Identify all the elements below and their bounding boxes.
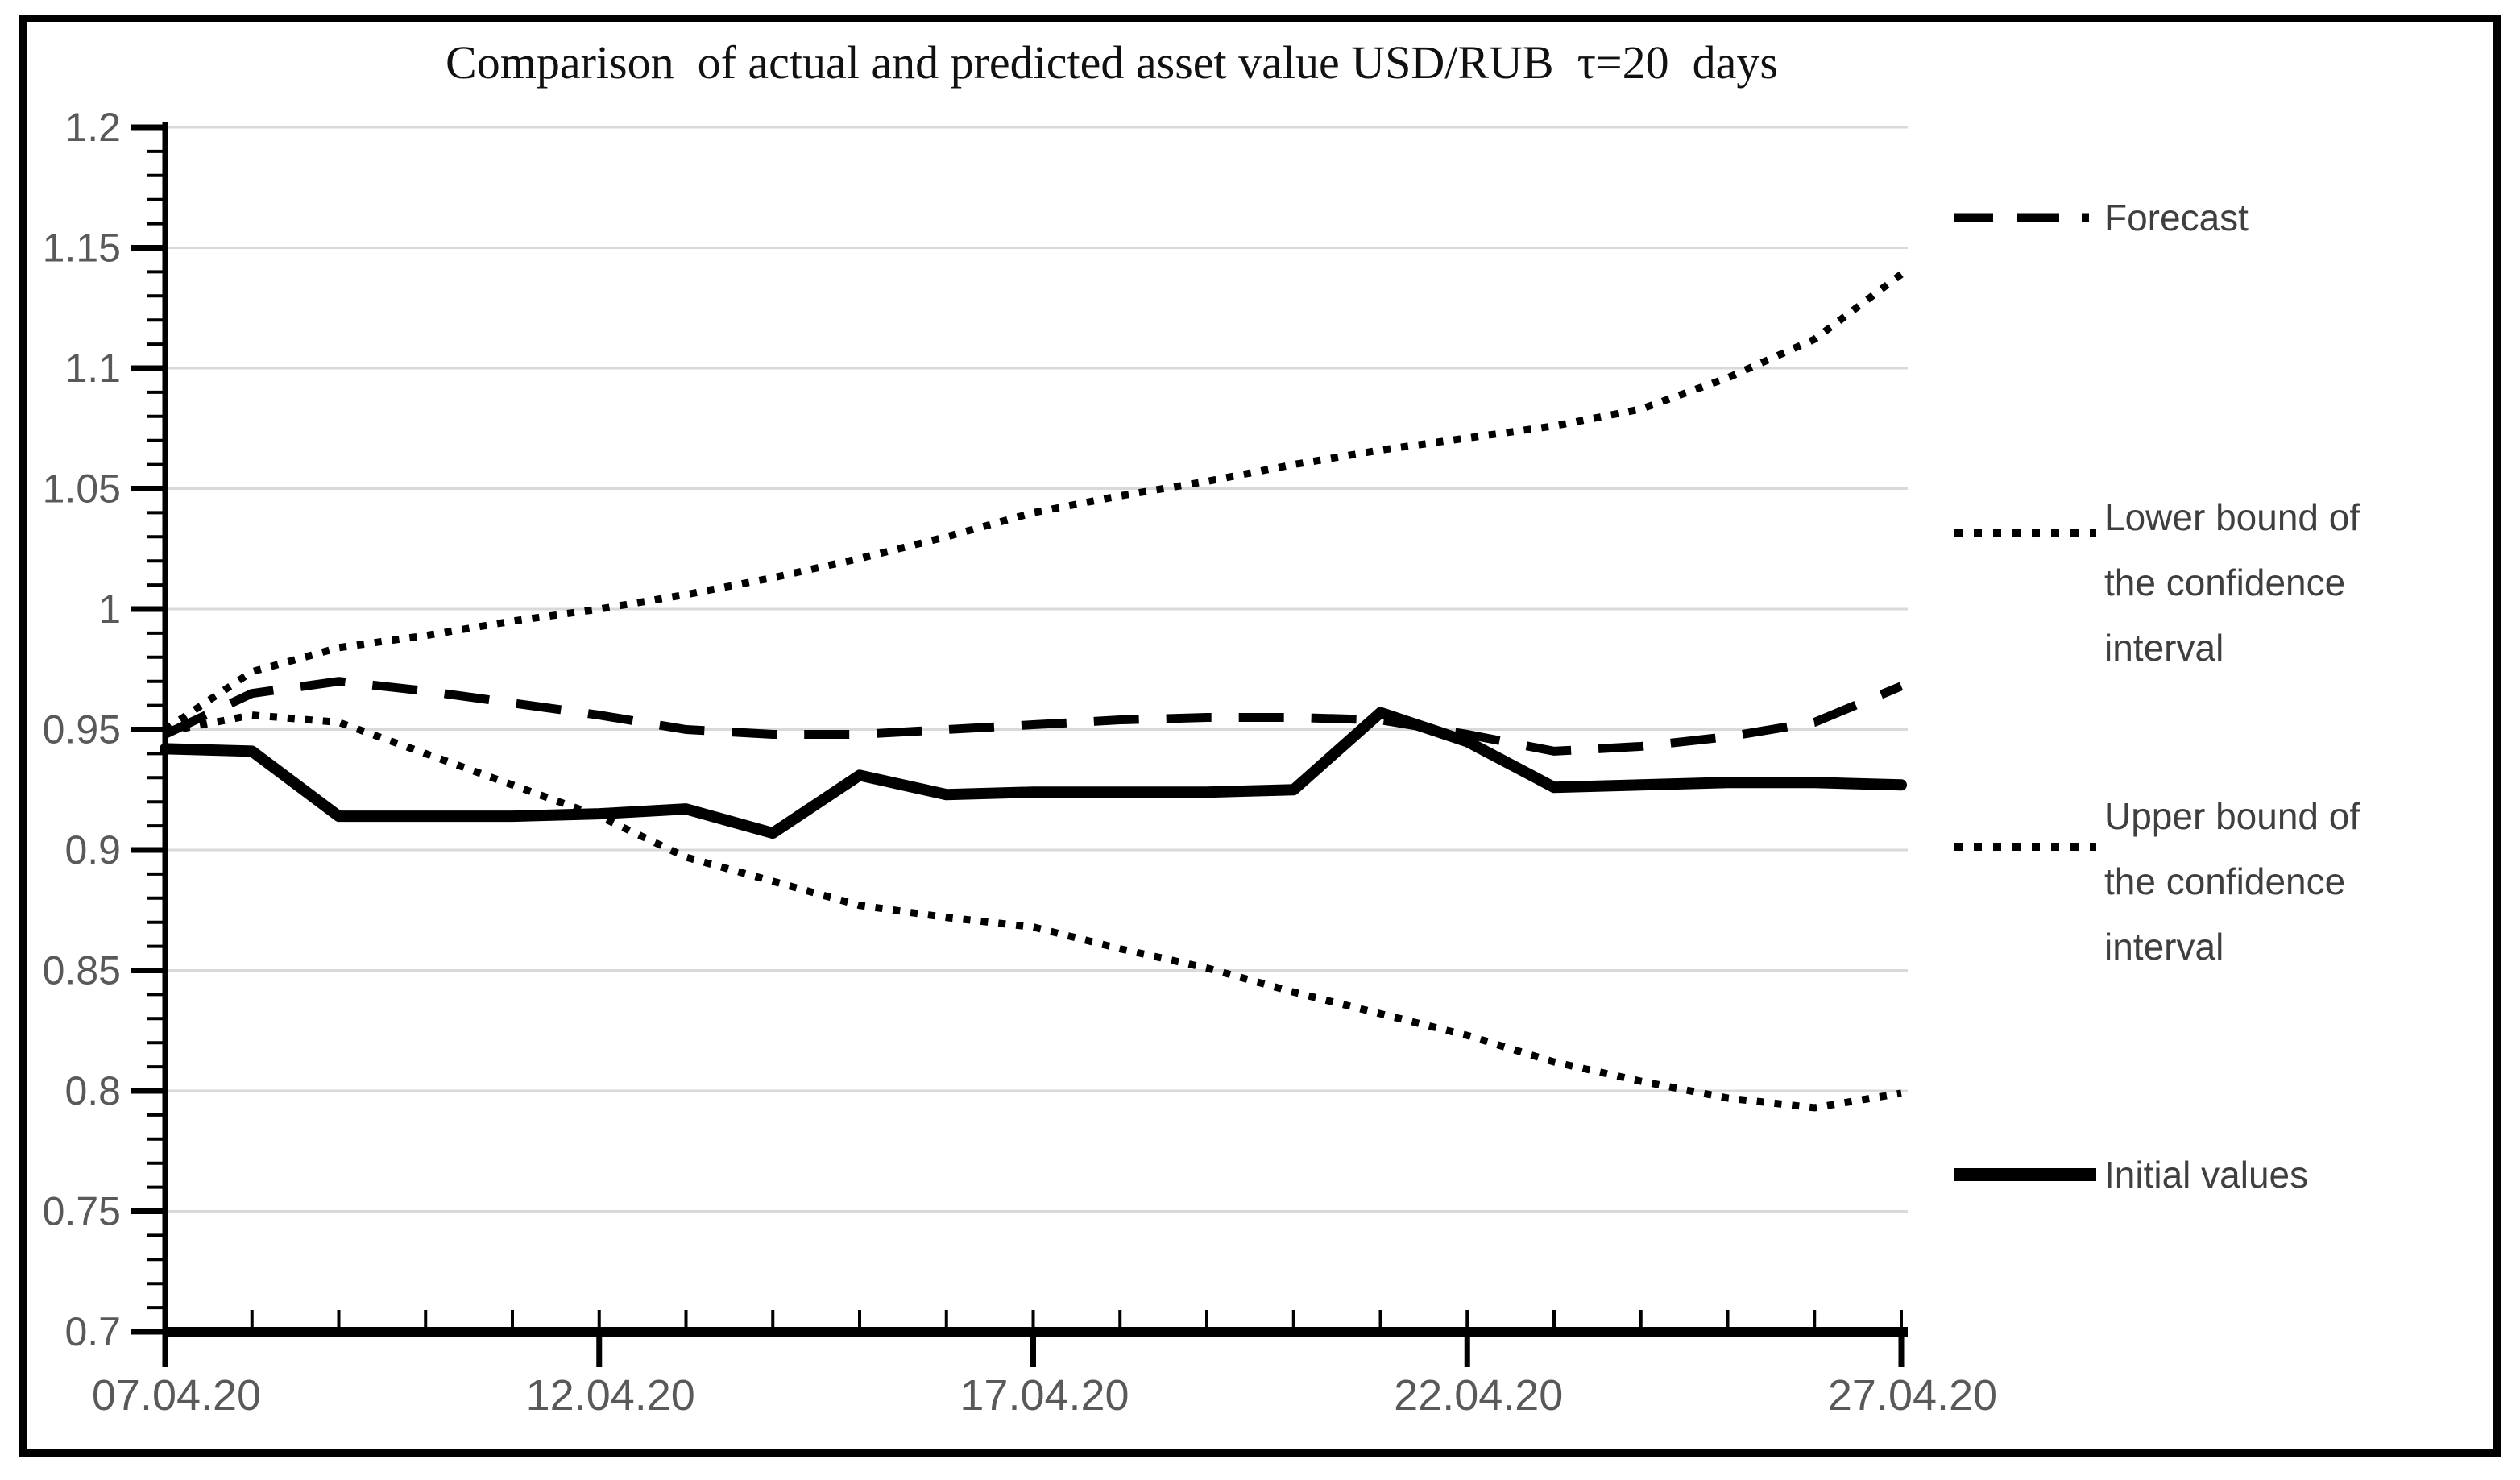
tick-label: 27.04.20 (1828, 1371, 1997, 1420)
solid-line-icon (1954, 1168, 2096, 1181)
dotted-line-icon (1954, 529, 2096, 537)
chart-border-frame (19, 15, 2501, 1457)
dotted-line-icon (1954, 843, 2096, 851)
tick-label: 0.9 (64, 827, 121, 873)
tick-label: 22.04.20 (1394, 1371, 1563, 1420)
legend-label-lower-bound: Lower bound of the confidence interval (2104, 496, 2360, 669)
tick-label: 12.04.20 (526, 1371, 695, 1420)
tick-label: 17.04.20 (960, 1371, 1129, 1420)
tick-label: 1.2 (64, 105, 121, 150)
tick-label: 0.85 (43, 948, 121, 993)
legend-label-upper-bound: Upper bound of the confidence interval (2104, 795, 2360, 968)
tick-label: 07.04.20 (92, 1371, 261, 1420)
tick-label: 0.7 (64, 1309, 121, 1354)
tick-label: 0.95 (43, 707, 121, 752)
tick-label: 1.1 (64, 346, 121, 391)
tick-label: 1.05 (43, 466, 121, 512)
forecast-dashed-line-icon (1954, 213, 2096, 222)
tick-label: 1 (98, 587, 121, 632)
tick-label: 0.75 (43, 1189, 121, 1234)
legend-label-forecast: Forecast (2104, 197, 2249, 238)
series-initial-values (160, 707, 1907, 839)
chart-title: Comparison of actual and predicted asset… (446, 36, 1778, 89)
series-forecast (163, 677, 1904, 756)
series-lower-bound-of-the-confidence-interval (164, 711, 1902, 1112)
series-upper-bound-of-the-confidence-interval (163, 271, 1904, 733)
tick-label: 1.15 (43, 226, 121, 271)
tick-label: 0.8 (64, 1068, 121, 1113)
legend-label-initial-values: Initial values (2104, 1154, 2309, 1196)
